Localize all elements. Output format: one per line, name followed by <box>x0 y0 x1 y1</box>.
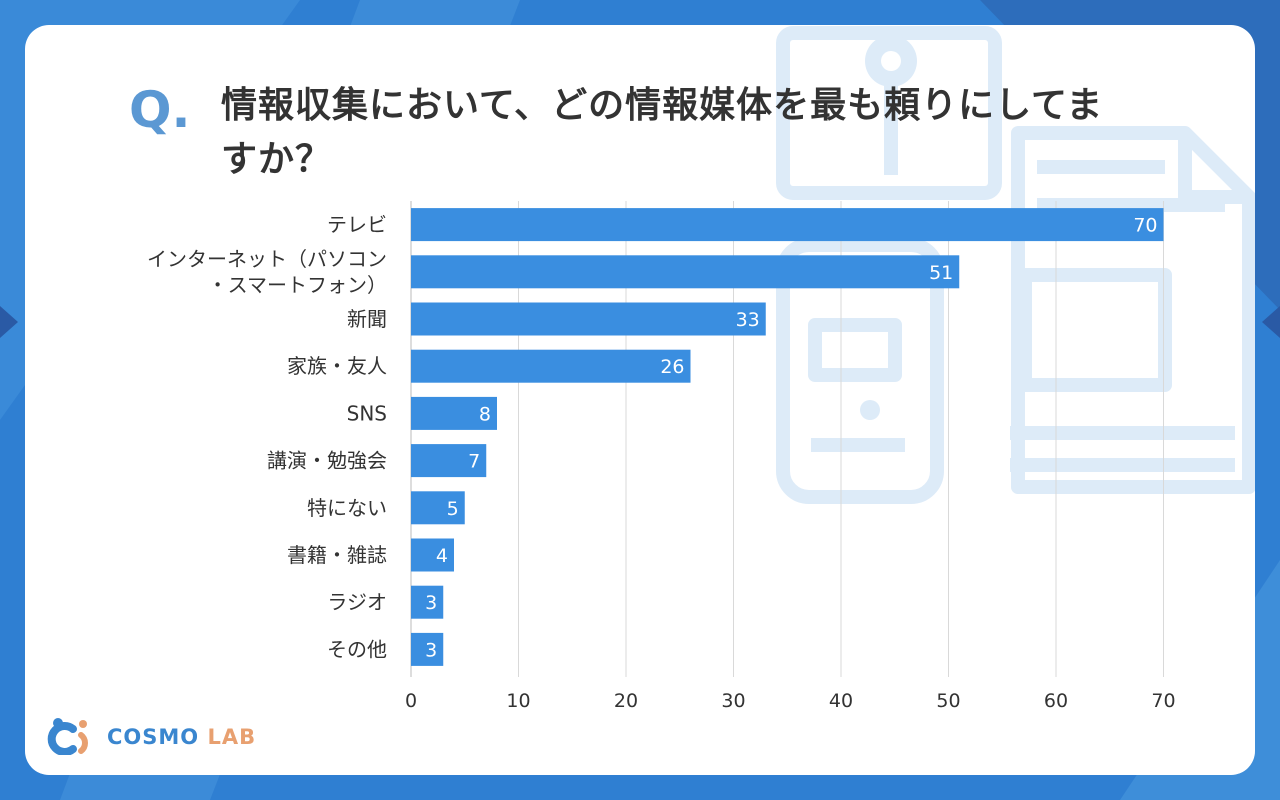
bar-value-label: 8 <box>479 403 491 425</box>
x-tick-label: 20 <box>614 690 638 712</box>
content-card: Q. 情報収集において、どの情報媒体を最も頼りにしてますか？ COSMO LAB <box>25 25 1255 775</box>
category-label: SNS <box>347 401 387 425</box>
q-mark: Q. <box>129 81 191 139</box>
category-label: 新聞 <box>347 307 387 331</box>
bar-value-label: 3 <box>425 639 437 661</box>
category-label: 特にない <box>307 496 387 520</box>
x-tick-label: 70 <box>1151 690 1175 712</box>
bar-value-label: 7 <box>468 451 480 473</box>
brand-name-lab: LAB <box>207 725 257 749</box>
bar-value-label: 26 <box>660 356 684 378</box>
info-illustration-icon <box>776 26 1255 504</box>
category-label: 講演・勉強会 <box>267 449 387 473</box>
bar-value-label: 3 <box>425 592 437 614</box>
bar <box>411 632 444 666</box>
x-tick-label: 30 <box>721 690 745 712</box>
cosmo-lab-logo-icon <box>47 718 88 755</box>
x-tick-label: 50 <box>936 690 960 712</box>
bar <box>411 396 497 430</box>
category-label: ・スマートフォン） <box>208 273 387 297</box>
bar <box>411 255 960 289</box>
bar <box>411 491 465 525</box>
x-tick-label: 40 <box>829 690 853 712</box>
bar-value-label: 51 <box>929 262 953 284</box>
category-label: テレビ <box>327 213 387 237</box>
bg-arrow <box>1262 306 1280 338</box>
category-label: その他 <box>327 637 387 661</box>
x-tick-label: 10 <box>506 690 530 712</box>
bar <box>411 585 444 619</box>
bar-value-label: 4 <box>436 545 448 567</box>
category-label: 家族・友人 <box>287 354 387 378</box>
x-tick-label: 0 <box>405 690 417 712</box>
bar <box>411 349 691 383</box>
page-title: 情報収集において、どの情報媒体を最も頼りにしてますか？ <box>221 85 1104 180</box>
brand-name-cosmo: COSMO <box>107 725 200 749</box>
category-label: インターネット（パソコン <box>147 247 387 271</box>
x-tick-label: 60 <box>1044 690 1068 712</box>
bar-value-label: 33 <box>736 309 760 331</box>
bar <box>411 302 766 336</box>
bar-value-label: 5 <box>447 498 459 520</box>
bar <box>411 538 454 572</box>
category-label: 書籍・雑誌 <box>287 543 387 567</box>
bar <box>411 208 1164 242</box>
bar <box>411 444 487 478</box>
bg-arrow <box>0 306 18 338</box>
category-label: ラジオ <box>327 590 387 614</box>
bar-value-label: 70 <box>1133 215 1157 237</box>
